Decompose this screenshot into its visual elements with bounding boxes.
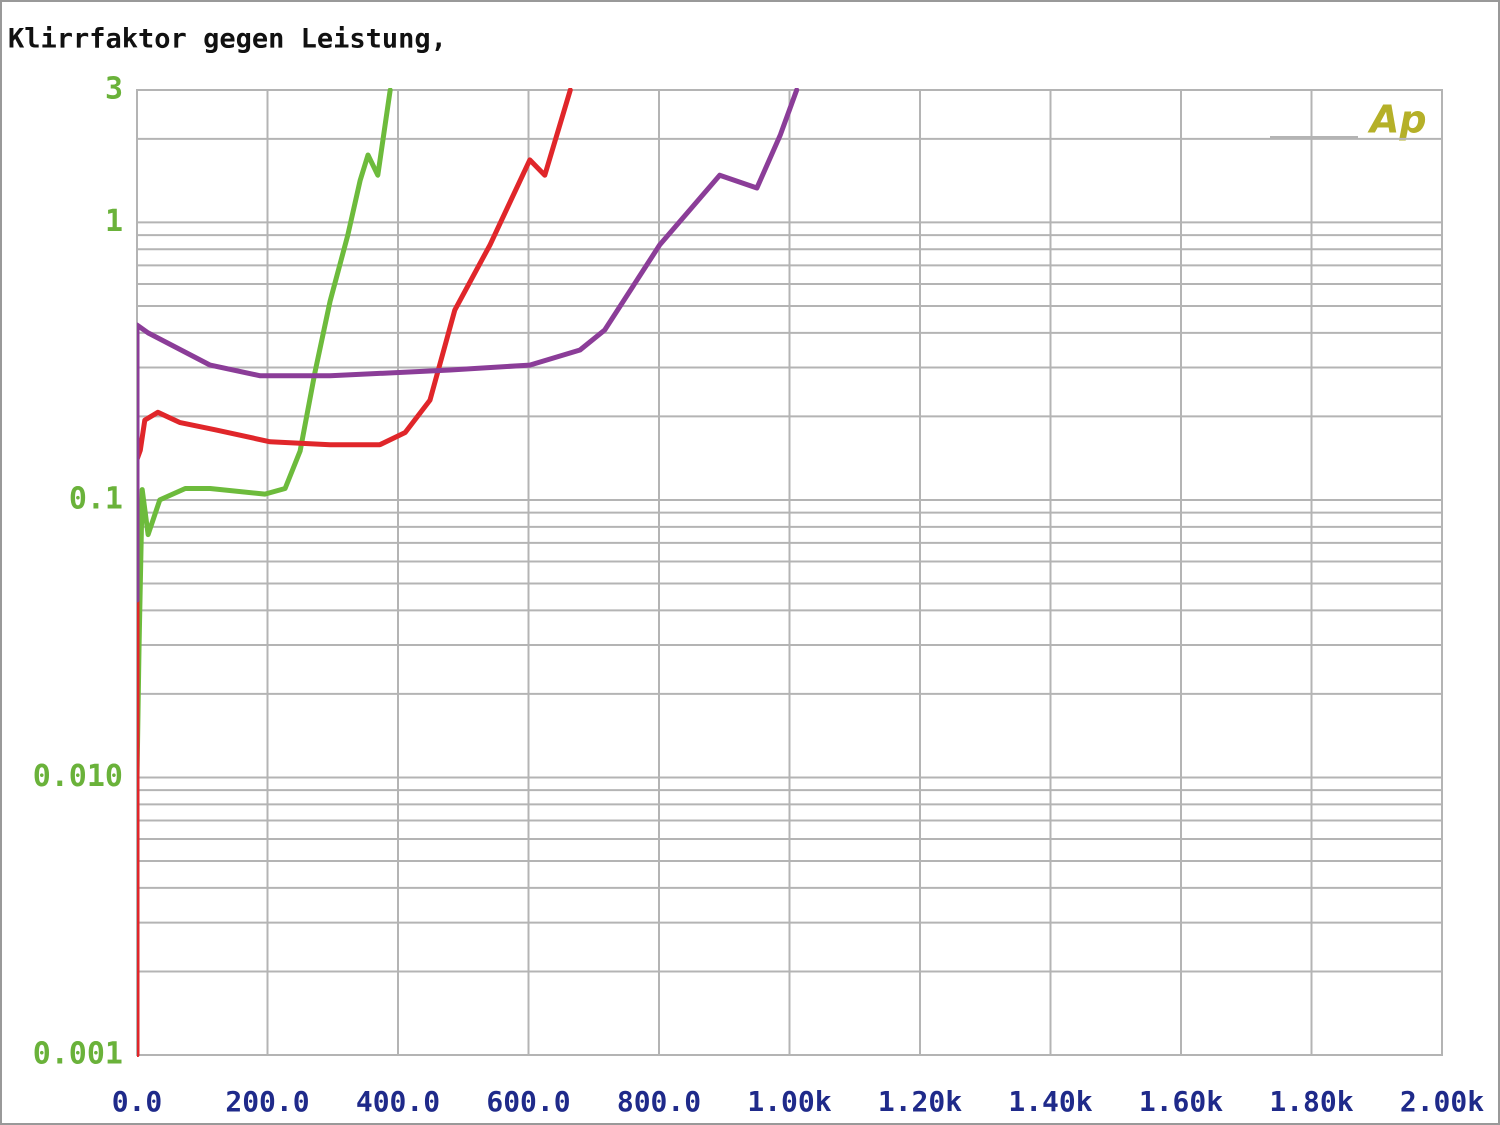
x-tick-label: 400.0 xyxy=(356,1085,440,1118)
x-tick-label: 600.0 xyxy=(486,1085,570,1118)
x-tick-label: 1.60k xyxy=(1139,1085,1223,1118)
y-tick-label: 0.1 xyxy=(69,481,123,516)
x-tick-label: 1.20k xyxy=(878,1085,962,1118)
x-tick-label: 2.00k xyxy=(1400,1085,1484,1118)
x-tick-label: 200.0 xyxy=(225,1085,309,1118)
series-line xyxy=(137,88,573,1057)
x-tick-label: 1.00k xyxy=(747,1085,831,1118)
plot-lines xyxy=(137,88,800,1057)
logo: Ap xyxy=(1367,98,1427,142)
series-line xyxy=(137,88,393,780)
y-tick-label: 3 xyxy=(105,72,123,107)
y-tick-label: 0.010 xyxy=(33,759,123,794)
x-tick-label: 1.40k xyxy=(1008,1085,1092,1118)
chart-title: Klirrfaktor gegen Leistung, xyxy=(8,24,447,55)
x-tick-label: 0.0 xyxy=(112,1085,163,1118)
y-tick-label: 0.001 xyxy=(33,1037,123,1072)
y-tick-label: 1 xyxy=(105,204,123,239)
x-tick-label: 800.0 xyxy=(617,1085,701,1118)
series-line xyxy=(137,88,800,603)
x-tick-label: 1.80k xyxy=(1269,1085,1353,1118)
